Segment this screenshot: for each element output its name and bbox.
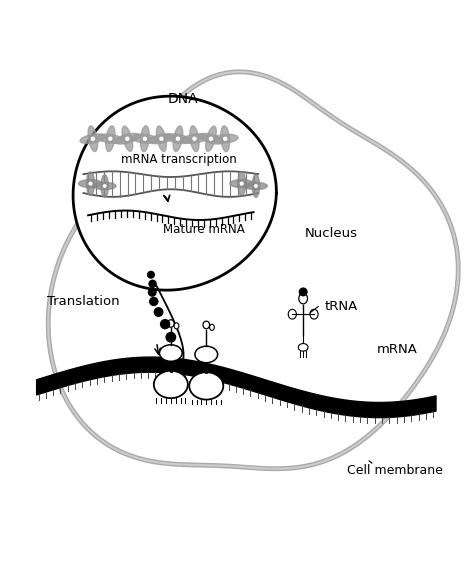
Circle shape [155, 308, 163, 316]
Circle shape [109, 137, 112, 140]
Ellipse shape [154, 371, 188, 398]
Circle shape [126, 137, 129, 140]
Circle shape [103, 185, 106, 187]
Polygon shape [252, 174, 260, 197]
Polygon shape [73, 96, 276, 290]
Circle shape [240, 182, 243, 185]
Polygon shape [80, 134, 106, 144]
Polygon shape [122, 126, 133, 151]
Text: Translation: Translation [47, 295, 120, 308]
Circle shape [300, 288, 307, 296]
Circle shape [150, 297, 158, 306]
Polygon shape [106, 126, 115, 151]
Circle shape [193, 137, 196, 140]
Polygon shape [98, 134, 123, 144]
Polygon shape [93, 182, 116, 190]
Polygon shape [199, 134, 224, 144]
Circle shape [161, 320, 170, 329]
Polygon shape [238, 172, 246, 195]
Circle shape [166, 333, 175, 342]
Polygon shape [182, 134, 207, 144]
Circle shape [224, 137, 227, 140]
Circle shape [91, 137, 94, 140]
Polygon shape [245, 182, 267, 190]
Circle shape [147, 272, 154, 278]
Polygon shape [149, 134, 174, 144]
Text: DNA: DNA [167, 91, 198, 105]
Text: Mature mRNA: Mature mRNA [163, 223, 245, 236]
Polygon shape [173, 126, 182, 151]
Polygon shape [221, 126, 229, 151]
Circle shape [89, 182, 92, 185]
Polygon shape [230, 180, 254, 187]
Ellipse shape [298, 343, 308, 351]
Ellipse shape [310, 309, 318, 319]
Ellipse shape [203, 321, 210, 329]
Ellipse shape [159, 345, 182, 361]
Circle shape [176, 137, 179, 140]
Ellipse shape [167, 320, 174, 327]
Polygon shape [88, 126, 98, 151]
Polygon shape [48, 72, 458, 469]
Circle shape [148, 288, 156, 296]
Ellipse shape [210, 324, 214, 330]
Circle shape [210, 137, 212, 140]
Polygon shape [79, 180, 102, 187]
Polygon shape [156, 126, 166, 151]
Circle shape [143, 137, 146, 140]
Polygon shape [115, 134, 140, 144]
Ellipse shape [189, 372, 223, 399]
Polygon shape [87, 172, 94, 195]
Polygon shape [165, 134, 191, 144]
Circle shape [255, 185, 257, 187]
Text: tRNA: tRNA [324, 300, 358, 313]
Circle shape [160, 137, 163, 140]
Polygon shape [206, 126, 216, 151]
Text: mRNA transcription: mRNA transcription [121, 154, 237, 167]
Text: Cell membrane: Cell membrane [347, 464, 443, 477]
Ellipse shape [299, 293, 308, 304]
Ellipse shape [195, 346, 218, 363]
Ellipse shape [288, 309, 296, 319]
Text: Nucleus: Nucleus [305, 227, 358, 240]
Polygon shape [101, 174, 108, 197]
Polygon shape [212, 134, 238, 143]
Text: mRNA: mRNA [376, 343, 417, 356]
Polygon shape [140, 126, 149, 151]
Polygon shape [190, 126, 199, 151]
Ellipse shape [174, 323, 179, 329]
Circle shape [149, 280, 156, 287]
Polygon shape [132, 134, 158, 143]
